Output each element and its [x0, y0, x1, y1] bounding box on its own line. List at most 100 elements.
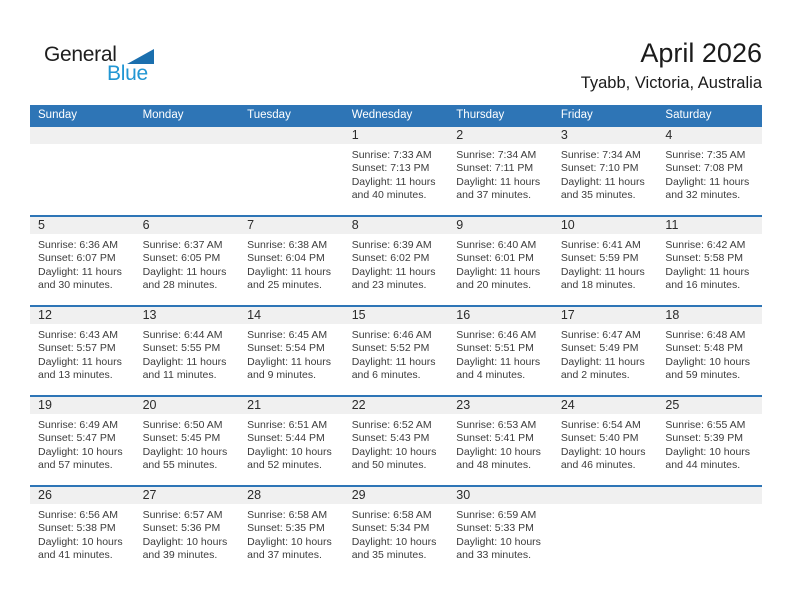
page-title: April 2026 — [640, 38, 762, 68]
day-detail-line: Daylight: 10 hours — [142, 445, 228, 458]
day-detail-line: and 48 minutes. — [456, 459, 531, 472]
day-detail-line: Sunrise: 6:42 AM — [665, 239, 746, 251]
day-cell-5: 5 Sunrise: 6:36 AM Sunset: 6:07 PM Daylight… — [30, 217, 135, 305]
day-cell-8: 8 Sunrise: 6:39 AM Sunset: 6:02 PM Daylight… — [343, 217, 449, 305]
day-detail-line: Daylight: 10 hours — [456, 535, 541, 548]
weekday-header-monday: Monday — [142, 109, 184, 121]
day-details: Sunrise: 6:56 AM Sunset: 5:38 PM Daylight:… — [30, 504, 135, 563]
day-detail-line: Sunrise: 6:57 AM — [142, 509, 223, 521]
day-detail-line: and 37 minutes. — [247, 549, 322, 562]
day-number — [134, 127, 240, 144]
day-detail-line: Daylight: 11 hours — [247, 265, 331, 278]
day-detail-line: and 55 minutes. — [142, 459, 218, 472]
day-cell-13: 13 Sunrise: 6:44 AM Sunset: 5:55 PM Dayligh… — [134, 307, 240, 395]
day-detail-line: Sunset: 7:13 PM — [351, 162, 430, 175]
day-detail-line: Sunset: 5:39 PM — [665, 432, 744, 445]
day-number: 24 — [552, 397, 658, 414]
day-cell-20: 20 Sunrise: 6:50 AM Sunset: 5:45 PM Dayligh… — [134, 397, 240, 485]
week-row: 1 Sunrise: 7:33 AM Sunset: 7:13 PM Daylight… — [30, 125, 762, 215]
day-number: 20 — [134, 397, 240, 414]
day-detail-line: Sunrise: 6:58 AM — [351, 509, 432, 521]
day-detail-line: Sunset: 5:47 PM — [38, 432, 116, 445]
day-cell-empty — [552, 487, 658, 575]
day-detail-line: Daylight: 11 hours — [665, 175, 750, 188]
day-detail-line: Sunset: 5:55 PM — [142, 342, 221, 355]
day-detail-line: Daylight: 11 hours — [351, 355, 436, 368]
day-detail-line: and 35 minutes. — [351, 549, 427, 562]
day-number: 29 — [343, 487, 449, 504]
day-detail-line: Daylight: 11 hours — [560, 175, 645, 188]
day-detail-line: Daylight: 10 hours — [456, 445, 541, 458]
day-details: Sunrise: 6:58 AM Sunset: 5:35 PM Daylight:… — [239, 504, 344, 563]
day-cell-18: 18 Sunrise: 6:48 AM Sunset: 5:48 PM Dayligh… — [657, 307, 762, 395]
day-cell-25: 25 Sunrise: 6:55 AM Sunset: 5:39 PM Dayligh… — [657, 397, 762, 485]
day-cell-empty — [134, 127, 240, 215]
day-detail-line: Sunrise: 6:37 AM — [142, 239, 223, 251]
day-detail-line: Sunset: 5:38 PM — [38, 522, 116, 535]
day-detail-line: Sunset: 7:08 PM — [665, 162, 744, 175]
week-row: 12 Sunrise: 6:43 AM Sunset: 5:57 PM Dayligh… — [30, 305, 762, 395]
day-cell-21: 21 Sunrise: 6:51 AM Sunset: 5:44 PM Dayligh… — [239, 397, 344, 485]
day-detail-line: Sunset: 5:33 PM — [456, 522, 534, 535]
week-row: 26 Sunrise: 6:56 AM Sunset: 5:38 PM Dayligh… — [30, 485, 762, 575]
day-details: Sunrise: 6:55 AM Sunset: 5:39 PM Daylight:… — [657, 414, 762, 473]
day-details: Sunrise: 6:59 AM Sunset: 5:33 PM Daylight:… — [448, 504, 553, 563]
day-detail-line: Daylight: 11 hours — [456, 355, 541, 368]
day-detail-line: Daylight: 10 hours — [560, 445, 646, 458]
day-number: 25 — [657, 397, 762, 414]
day-detail-line: Daylight: 11 hours — [351, 175, 436, 188]
day-cell-1: 1 Sunrise: 7:33 AM Sunset: 7:13 PM Daylight… — [343, 127, 449, 215]
day-cell-empty — [657, 487, 762, 575]
day-cell-empty — [30, 127, 135, 215]
day-number: 12 — [30, 307, 135, 324]
day-detail-line: Daylight: 10 hours — [351, 445, 437, 458]
day-cell-10: 10 Sunrise: 6:41 AM Sunset: 5:59 PM Dayligh… — [552, 217, 658, 305]
day-cell-6: 6 Sunrise: 6:37 AM Sunset: 6:05 PM Daylight… — [134, 217, 240, 305]
day-detail-line: Sunrise: 6:44 AM — [142, 329, 223, 341]
day-detail-line: Daylight: 10 hours — [351, 535, 437, 548]
day-details: Sunrise: 6:38 AM Sunset: 6:04 PM Daylight:… — [239, 234, 344, 293]
day-number — [657, 487, 762, 504]
day-detail-line: Sunrise: 6:47 AM — [560, 329, 641, 341]
day-number: 22 — [343, 397, 449, 414]
day-detail-line: Sunrise: 7:34 AM — [456, 149, 537, 161]
calendar-grid: 1 Sunrise: 7:33 AM Sunset: 7:13 PM Daylight… — [30, 125, 762, 575]
calendar-table: Sunday Monday Tuesday Wednesday Thursday Frid… — [30, 105, 762, 575]
day-detail-line: Sunset: 6:02 PM — [351, 252, 430, 265]
day-details: Sunrise: 6:45 AM Sunset: 5:54 PM Daylight:… — [239, 324, 344, 383]
day-detail-line: and 6 minutes. — [351, 369, 421, 382]
day-details: Sunrise: 6:44 AM Sunset: 5:55 PM Daylight:… — [135, 324, 240, 383]
day-number: 8 — [343, 217, 449, 234]
day-number: 7 — [239, 217, 344, 234]
day-details: Sunrise: 6:40 AM Sunset: 6:01 PM Daylight:… — [448, 234, 553, 293]
weekday-header-tuesday: Tuesday — [247, 109, 291, 121]
day-details: Sunrise: 6:47 AM Sunset: 5:49 PM Daylight:… — [553, 324, 658, 383]
day-detail-line: Sunrise: 6:45 AM — [247, 329, 328, 341]
day-details: Sunrise: 7:33 AM Sunset: 7:13 PM Daylight:… — [344, 144, 449, 203]
week-row: 5 Sunrise: 6:36 AM Sunset: 6:07 PM Daylight… — [30, 215, 762, 305]
day-detail-line: Daylight: 11 hours — [247, 355, 331, 368]
day-detail-line: and 16 minutes. — [665, 279, 741, 292]
day-details: Sunrise: 6:42 AM Sunset: 5:58 PM Daylight:… — [657, 234, 762, 293]
day-detail-line: Sunset: 5:51 PM — [456, 342, 534, 355]
day-details: Sunrise: 6:37 AM Sunset: 6:05 PM Daylight:… — [135, 234, 240, 293]
day-number: 21 — [239, 397, 344, 414]
day-detail-line: Sunrise: 6:51 AM — [247, 419, 328, 431]
day-details: Sunrise: 6:39 AM Sunset: 6:02 PM Daylight:… — [344, 234, 449, 293]
day-detail-line: and 40 minutes. — [351, 189, 427, 202]
day-cell-3: 3 Sunrise: 7:34 AM Sunset: 7:10 PM Daylight… — [552, 127, 658, 215]
day-details: Sunrise: 6:43 AM Sunset: 5:57 PM Daylight:… — [30, 324, 135, 383]
day-detail-line: Daylight: 11 hours — [665, 265, 750, 278]
day-detail-line: and 4 minutes. — [456, 369, 526, 382]
day-detail-line: and 33 minutes. — [456, 549, 531, 562]
day-detail-line: Sunrise: 6:59 AM — [456, 509, 537, 521]
weekday-header-thursday: Thursday — [456, 109, 505, 121]
day-details — [30, 144, 135, 149]
day-detail-line: Daylight: 11 hours — [351, 265, 436, 278]
day-detail-line: and 50 minutes. — [351, 459, 427, 472]
day-detail-line: Daylight: 11 hours — [456, 265, 541, 278]
day-number: 9 — [448, 217, 553, 234]
weekday-header-friday: Friday — [560, 109, 593, 121]
day-detail-line: Sunset: 5:48 PM — [665, 342, 744, 355]
day-detail-line: Sunrise: 6:36 AM — [38, 239, 118, 251]
